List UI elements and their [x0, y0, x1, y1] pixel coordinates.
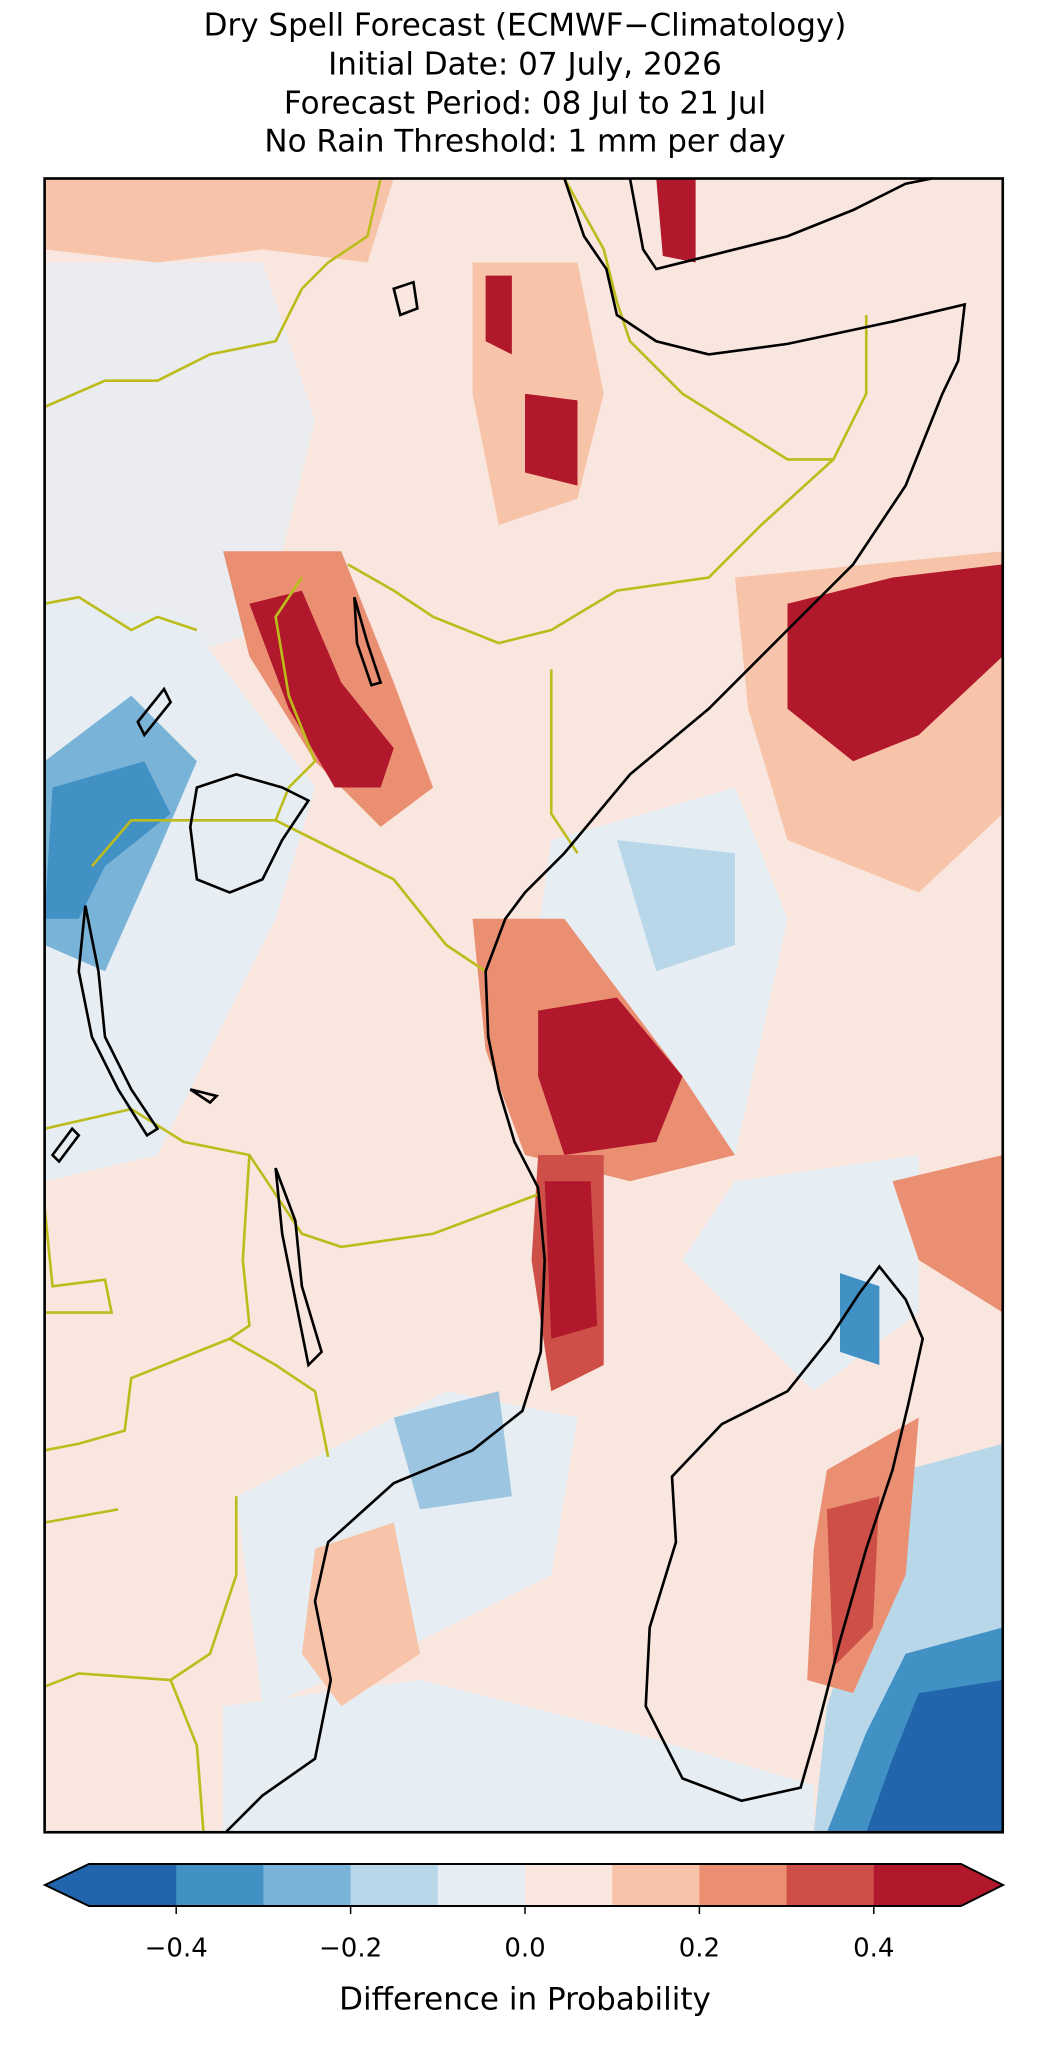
colorbar-extend-min: [45, 1864, 89, 1906]
colorbar-bin: [263, 1864, 352, 1906]
colorbar-tick-label: −0.2: [319, 1934, 382, 1964]
colorbar-tick-label: 0.0: [504, 1934, 545, 1964]
colorbar-outline: [42, 1863, 1006, 1907]
colorbar-tick-label: 0.2: [679, 1934, 720, 1964]
map-field: [44, 178, 1003, 1833]
title-line: No Rain Threshold: 1 mm per day: [264, 124, 785, 160]
colorbar-label: Difference in Probability: [339, 1982, 711, 2018]
colorbar-bin: [350, 1864, 439, 1906]
title-line: Initial Date: 07 July, 2026: [328, 47, 722, 83]
map-frame: [43, 177, 1005, 1834]
colorbar-bin: [786, 1864, 875, 1906]
colorbar-bin: [89, 1864, 177, 1906]
title-line: Dry Spell Forecast (ECMWF−Climatology): [204, 8, 847, 44]
map: [43, 177, 1005, 1834]
colorbar-tick-label: −0.4: [145, 1934, 208, 1964]
colorbar: −0.4 −0.2 0.0 0.2 0.4: [42, 1863, 1006, 1964]
colorbar-bin: [437, 1864, 526, 1906]
colorbar-bin: [873, 1864, 962, 1906]
colorbar-bin: [176, 1864, 264, 1906]
colorbar-extend-max: [961, 1864, 1003, 1906]
colorbar-bin: [612, 1864, 700, 1906]
colorbar-bin: [699, 1864, 788, 1906]
colorbar-tick-label: 0.4: [853, 1934, 894, 1964]
colorbar-bin: [525, 1864, 613, 1906]
borders: [44, 178, 868, 1833]
coastline: [50, 177, 967, 1834]
title-line: Forecast Period: 08 Jul to 21 Jul: [284, 86, 766, 122]
